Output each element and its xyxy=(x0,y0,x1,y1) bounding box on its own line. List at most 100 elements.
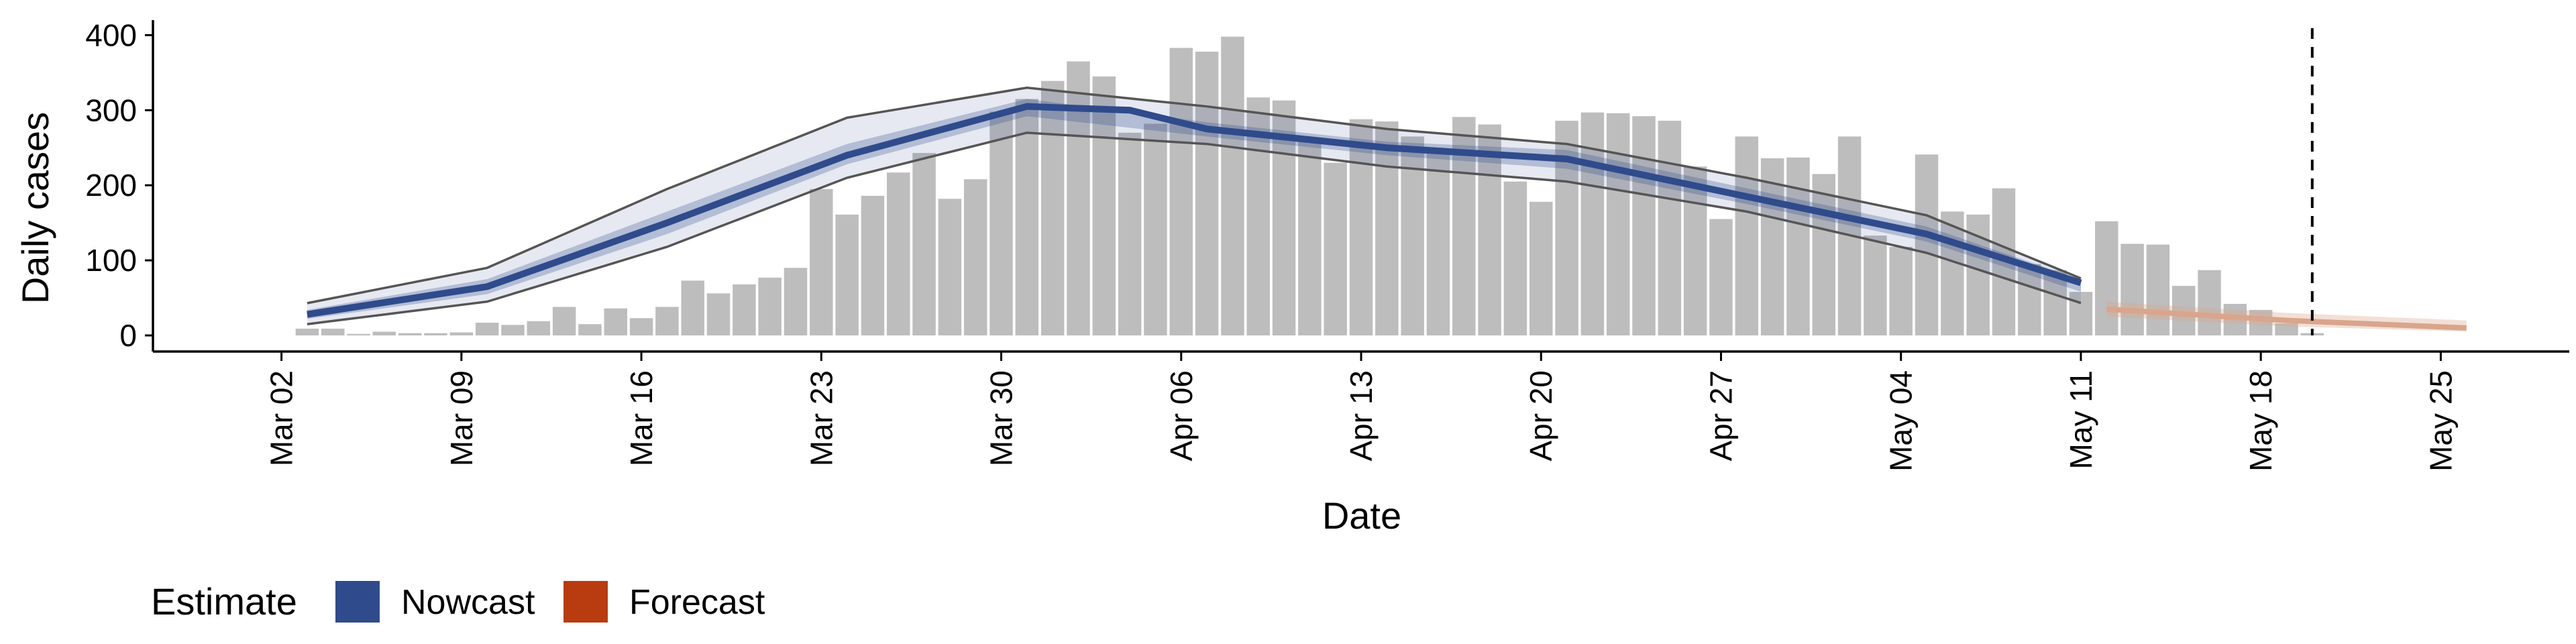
bar xyxy=(475,322,499,335)
bar xyxy=(1812,174,1835,335)
bar xyxy=(2069,292,2093,335)
bar xyxy=(2275,323,2298,335)
bar xyxy=(1375,121,1399,336)
y-tick-label: 200 xyxy=(85,168,137,203)
bar xyxy=(1915,154,1939,336)
bar xyxy=(424,333,447,335)
forecast-median-line xyxy=(2106,306,2467,331)
bar xyxy=(1606,113,1630,335)
bar xyxy=(784,268,808,335)
legend-label-nowcast: Nowcast xyxy=(401,583,535,622)
bar-series xyxy=(295,36,2324,336)
y-tick-label: 400 xyxy=(85,17,137,52)
bar xyxy=(295,328,319,335)
y-tick-label: 300 xyxy=(85,93,137,127)
bar xyxy=(1760,158,1784,335)
bar xyxy=(1298,142,1322,336)
bar xyxy=(758,277,782,335)
bar xyxy=(1658,120,1682,335)
x-tick-label: Mar 30 xyxy=(984,370,1019,466)
bar xyxy=(835,214,859,335)
x-tick-label: Apr 13 xyxy=(1344,370,1379,462)
bar xyxy=(1221,36,1244,335)
chart-axes: 0 100 200 300 400 Mar 02 Mar 09 Mar 16 Mar 23 Mar… xyxy=(85,17,2569,472)
bar xyxy=(347,333,370,335)
nowcast-90-band xyxy=(307,87,2081,325)
bar xyxy=(1015,99,1039,335)
estimate-lines xyxy=(307,28,2467,335)
bar xyxy=(2043,270,2067,335)
x-tick-label: Apr 27 xyxy=(1703,370,1738,462)
bar xyxy=(938,199,962,335)
bar xyxy=(449,332,474,335)
bar xyxy=(1966,214,1990,335)
bar xyxy=(2249,309,2273,335)
bar xyxy=(1118,132,1142,335)
bar xyxy=(398,333,422,335)
bar xyxy=(989,111,1013,335)
bar xyxy=(1195,52,1219,335)
bar xyxy=(1426,149,1450,335)
bar xyxy=(733,284,756,335)
nowcast-lower-line xyxy=(307,131,2082,325)
y-tick-label: 100 xyxy=(85,243,137,278)
bar xyxy=(1144,123,1167,335)
nowcast-upper-line xyxy=(307,86,2082,305)
bar xyxy=(861,195,885,335)
bar xyxy=(1683,166,1707,335)
legend: Estimate Nowcast Forecast xyxy=(151,580,765,623)
bar xyxy=(1324,162,1347,335)
bar xyxy=(1529,201,1553,335)
x-tick-label: May 18 xyxy=(2243,370,2278,472)
y-tick-label: 0 xyxy=(119,318,137,353)
bar xyxy=(1092,76,1116,335)
legend-swatch-nowcast xyxy=(335,581,380,623)
bar xyxy=(655,307,679,335)
y-axis-title: Daily cases xyxy=(14,112,56,304)
bar xyxy=(1632,116,1656,335)
bar xyxy=(1889,246,1913,335)
bar xyxy=(1864,235,1887,335)
bar xyxy=(372,331,396,335)
x-tick-label: Apr 06 xyxy=(1164,370,1199,462)
bar xyxy=(2121,244,2144,335)
x-tick-label: Mar 16 xyxy=(624,370,659,466)
bar xyxy=(706,293,731,335)
bar xyxy=(912,153,936,336)
bar xyxy=(1941,211,1964,335)
x-tick-label: Apr 20 xyxy=(1523,370,1558,462)
bar xyxy=(1580,112,1605,335)
x-tick-label: Mar 02 xyxy=(264,370,299,466)
bar xyxy=(578,324,602,335)
x-axis-title: Date xyxy=(1322,494,1401,537)
x-tick-label: May 04 xyxy=(1884,370,1919,472)
bar xyxy=(1503,181,1527,335)
bar xyxy=(321,328,345,335)
legend-label-forecast: Forecast xyxy=(629,583,765,622)
bar xyxy=(501,325,525,335)
legend-swatch-forecast xyxy=(564,581,608,623)
bar xyxy=(552,307,576,335)
bar xyxy=(1349,119,1373,335)
bar xyxy=(1709,219,1733,335)
bar xyxy=(1040,80,1065,336)
bar xyxy=(887,172,910,335)
bar xyxy=(1169,48,1193,336)
bar xyxy=(681,280,704,335)
bar xyxy=(2198,270,2221,335)
x-tick-label: Mar 23 xyxy=(804,370,839,466)
bar xyxy=(527,321,551,335)
bar xyxy=(2146,244,2170,335)
bar xyxy=(1786,157,1810,336)
x-tick-label: May 25 xyxy=(2423,370,2458,472)
bar xyxy=(629,318,653,335)
x-tick-label: May 11 xyxy=(2063,370,2098,469)
bar xyxy=(1735,136,1759,335)
bar xyxy=(810,189,833,335)
bar xyxy=(2171,286,2196,335)
legend-title: Estimate xyxy=(151,580,297,623)
bar xyxy=(2018,264,2041,335)
bar xyxy=(604,308,627,335)
nowcast-median-line xyxy=(307,103,2082,318)
